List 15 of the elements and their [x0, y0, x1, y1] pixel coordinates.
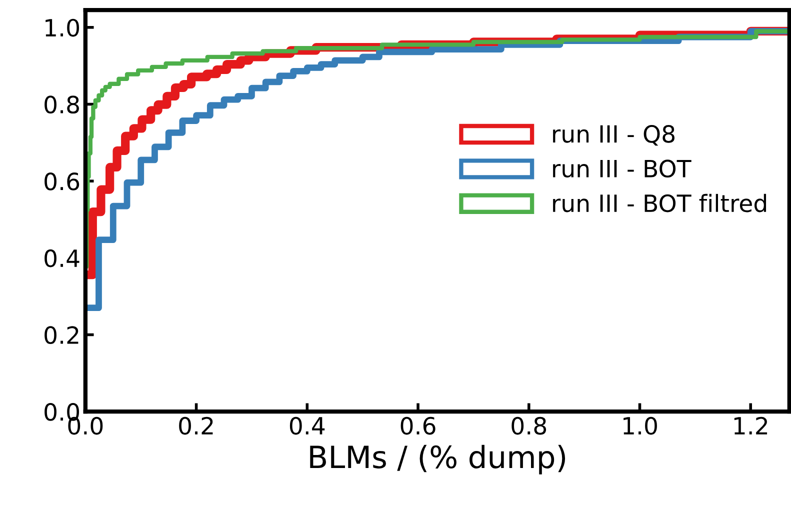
legend-label: run III - BOT filtred: [553, 194, 766, 212]
y-tick-label: 0.2: [44, 326, 78, 344]
legend-label: run III - BOT: [553, 160, 692, 178]
x-tick-label: 0.4: [290, 416, 325, 435]
legend-label: run III - Q8: [553, 125, 674, 146]
x-tick-label: 0.8: [512, 416, 546, 435]
x-tick-label: 0.2: [179, 416, 213, 435]
x-tick-label: 1.0: [624, 416, 657, 435]
x-axis-title: BLMs / (% dump): [310, 444, 566, 474]
y-tick-label: 1.0: [46, 18, 79, 37]
x-tick-label: 1.2: [734, 416, 768, 434]
y-tick-label: 0.8: [44, 96, 79, 114]
y-tick-label: 0.4: [44, 249, 80, 268]
y-tick-label: 0.6: [44, 172, 80, 190]
x-tick-label: 0.6: [400, 416, 436, 435]
